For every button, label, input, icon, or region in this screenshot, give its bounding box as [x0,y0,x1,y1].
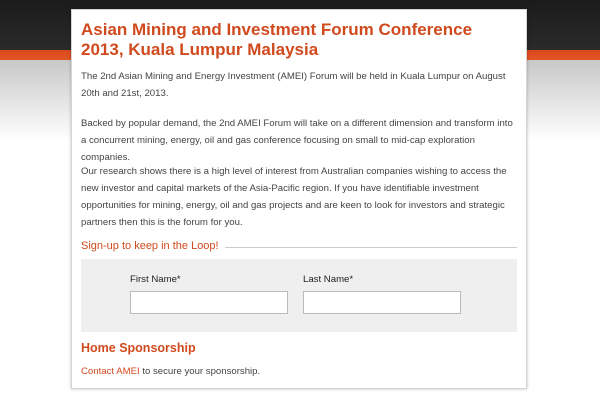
paragraph: The 2nd Asian Mining and Energy Investme… [81,71,506,99]
paragraph: Our research shows there is a high level… [81,166,507,228]
divider [212,247,517,248]
section-heading: Home Sponsorship [81,341,196,355]
first-name-input[interactable] [130,291,288,314]
field-label: Last Name* [303,274,354,285]
last-name-input[interactable] [303,291,461,314]
contact-link[interactable]: Contact AMEI [81,366,140,377]
text: to secure your sponsorship. [142,366,261,377]
field-label: First Name* [130,274,181,285]
content-card: Asian Mining and Investment Forum Confer… [71,9,527,389]
sponsorship-text: Contact AMEI to secure your sponsorship. [81,366,260,377]
paragraph: Backed by popular demand, the 2nd AMEI F… [81,118,513,163]
signup-heading: Sign-up to keep in the Loop! [81,240,225,252]
signup-form: First Name* Last Name* [81,259,517,332]
page-title: Asian Mining and Investment Forum Confer… [81,20,473,59]
